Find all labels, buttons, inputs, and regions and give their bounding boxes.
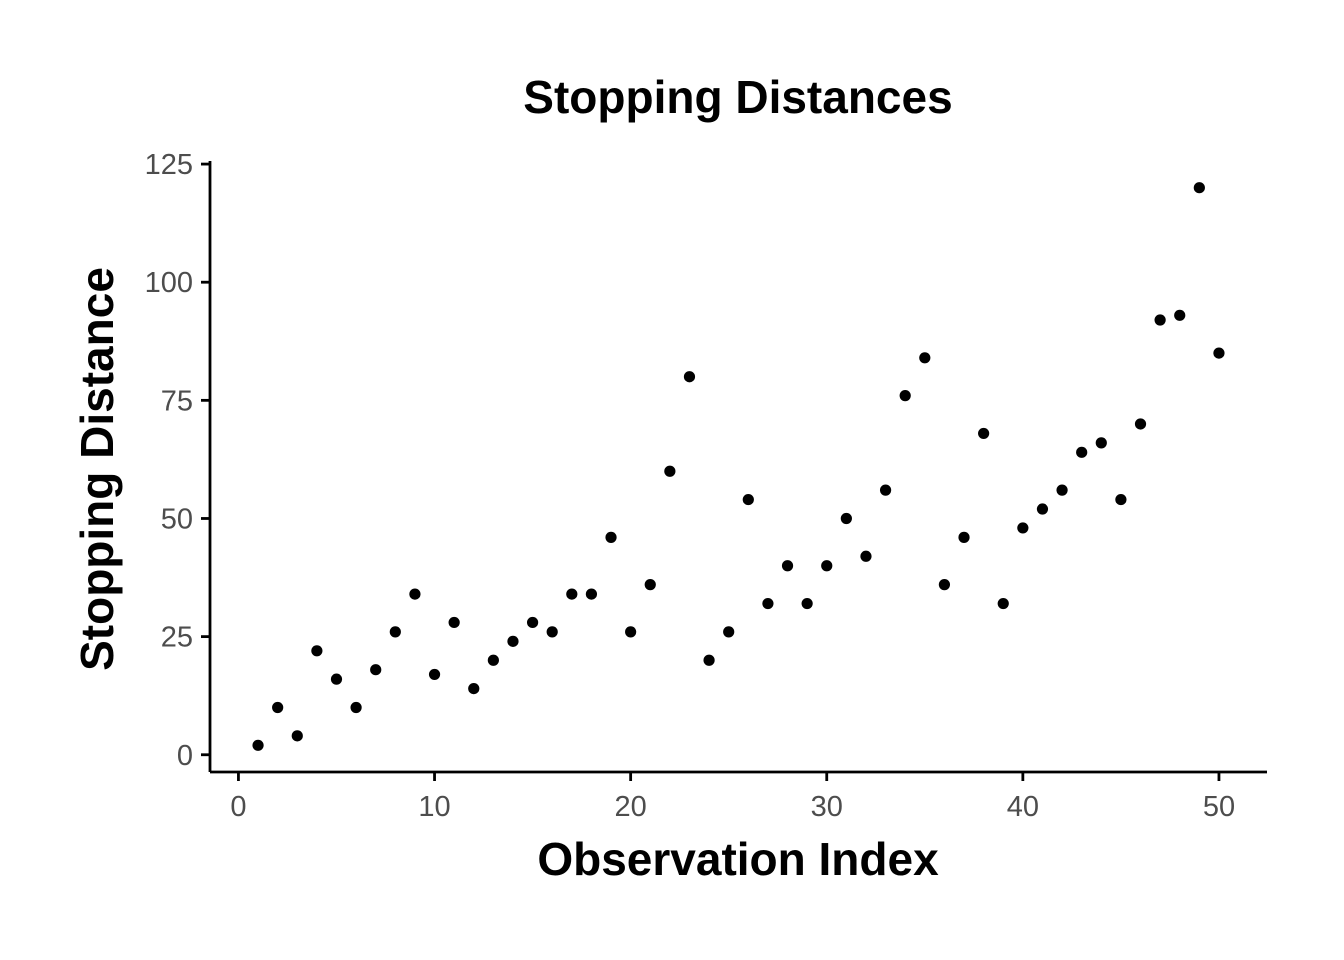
data-point <box>1134 418 1147 430</box>
data-point <box>605 531 617 543</box>
data-point <box>762 597 774 610</box>
data-point <box>997 597 1009 610</box>
data-point <box>840 512 852 525</box>
data-point <box>664 465 676 477</box>
data-point <box>448 616 460 629</box>
data-point <box>507 635 519 647</box>
data-point <box>468 683 480 695</box>
y-tick-label: 25 <box>161 622 193 654</box>
data-point <box>781 560 794 572</box>
data-point <box>1095 437 1107 449</box>
data-point <box>389 626 401 638</box>
data-point <box>252 739 264 751</box>
data-point <box>487 654 499 666</box>
data-point <box>350 701 362 714</box>
x-axis-ticks: 0 10 20 30 40 50 <box>230 772 1235 823</box>
data-point <box>585 588 598 600</box>
data-point <box>879 484 892 496</box>
data-point <box>899 390 911 402</box>
x-tick-label: 20 <box>615 791 647 823</box>
data-point <box>742 493 754 506</box>
data-point <box>978 427 990 440</box>
y-tick-label: 125 <box>145 149 193 181</box>
data-point <box>801 597 813 610</box>
data-point <box>1154 314 1166 326</box>
data-point <box>370 664 382 676</box>
y-axis-ticks: 0 25 50 75 100 125 <box>145 149 210 772</box>
data-point <box>1115 493 1127 506</box>
data-point <box>311 645 323 657</box>
data-point <box>428 668 441 681</box>
data-point <box>723 626 735 638</box>
data-point <box>566 588 578 600</box>
data-point <box>860 550 872 562</box>
y-tick-label: 75 <box>161 385 193 417</box>
data-point <box>821 560 833 572</box>
data-point <box>683 371 696 383</box>
data-point <box>938 579 951 591</box>
data-point <box>703 654 715 666</box>
x-tick-label: 0 <box>230 791 246 823</box>
x-tick-label: 30 <box>811 791 843 823</box>
data-point <box>291 730 303 742</box>
chart-title: Stopping Distances <box>523 71 952 123</box>
data-point <box>1213 347 1225 359</box>
y-tick-label: 50 <box>161 503 193 535</box>
data-point <box>1174 309 1186 321</box>
data-point <box>546 626 558 638</box>
data-point <box>1056 484 1068 496</box>
data-point <box>1193 182 1205 194</box>
data-point <box>272 701 284 714</box>
data-point <box>1076 446 1088 458</box>
data-point <box>958 531 970 543</box>
data-point <box>330 673 343 685</box>
y-tick-label: 100 <box>145 267 193 299</box>
x-tick-label: 40 <box>1007 791 1039 823</box>
x-tick-label: 50 <box>1203 791 1235 823</box>
data-point <box>409 588 421 600</box>
y-axis-title: Stopping Distance <box>71 267 123 671</box>
data-point <box>625 626 637 638</box>
data-point <box>1017 522 1029 534</box>
x-axis-title: Observation Index <box>537 833 939 885</box>
data-point <box>1036 503 1049 515</box>
data-point <box>644 579 656 591</box>
y-tick-label: 0 <box>177 740 193 772</box>
data-point <box>919 352 931 364</box>
x-tick-label: 10 <box>418 791 450 823</box>
data-point <box>526 616 539 629</box>
data-points <box>252 182 1225 751</box>
